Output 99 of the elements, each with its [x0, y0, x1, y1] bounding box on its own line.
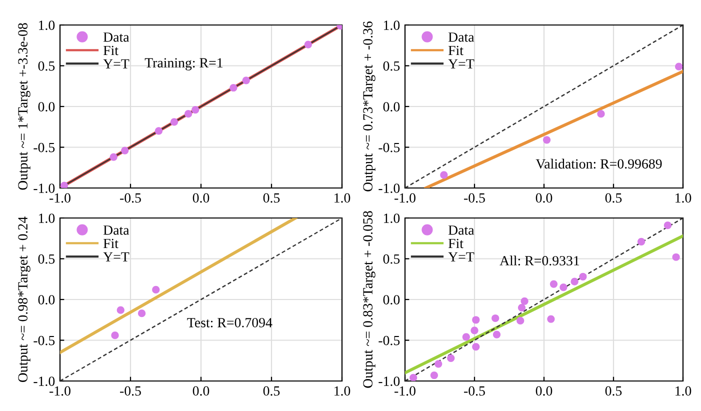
x-tick-label: 1.0 — [334, 193, 350, 203]
y-tick-label: -0.5 — [34, 142, 55, 152]
annotation: Test: R=0.7094 — [187, 318, 272, 328]
annotation: Validation: R=0.99689 — [536, 158, 662, 169]
y-tick-label: -1.0 — [34, 376, 55, 386]
x-tick-label: 1.0 — [334, 386, 350, 396]
point — [675, 62, 683, 70]
y-tick-label: -1.0 — [378, 376, 400, 386]
x-tick-label: -1.0 — [394, 386, 416, 396]
x-tick-label: -1.0 — [394, 193, 416, 203]
point — [410, 374, 418, 381]
point — [184, 110, 192, 118]
legend-label: Fit — [448, 46, 464, 56]
point — [138, 310, 146, 318]
point — [492, 314, 500, 322]
x-tick-label: 0.5 — [263, 193, 280, 203]
point — [192, 106, 200, 114]
point — [542, 136, 551, 144]
point — [242, 76, 250, 84]
point — [547, 315, 555, 323]
point — [430, 371, 438, 380]
point — [579, 272, 587, 280]
point — [470, 326, 478, 334]
legend-label: Y=T — [103, 252, 130, 262]
point — [520, 297, 528, 305]
point — [170, 118, 178, 126]
y-tick-label: -0.5 — [378, 142, 400, 152]
point — [434, 360, 442, 368]
x-tick-label: 0.0 — [536, 386, 552, 396]
x-tick-label: -0.5 — [464, 386, 485, 396]
y-axis-title: Output ~= 0.98*Target + 0.24 — [18, 216, 30, 382]
point — [152, 286, 160, 294]
point — [637, 238, 646, 246]
y-axis-title: Output ~= 0.83*Target + -0.058 — [363, 211, 376, 388]
point — [664, 222, 672, 230]
y-tick-label: 0.5 — [38, 61, 55, 71]
legend-label: Data — [103, 32, 130, 42]
x-tick-label: -1.0 — [50, 386, 70, 396]
y-tick-label: -1.0 — [378, 184, 400, 194]
y-tick-label: 1.0 — [39, 214, 55, 224]
point — [111, 332, 119, 340]
y-tick-label: 1.0 — [39, 20, 55, 30]
point — [230, 84, 238, 92]
y-tick-label: 0.0 — [38, 295, 55, 305]
point — [492, 330, 501, 338]
x-tick-label: -0.5 — [464, 193, 485, 203]
point — [560, 283, 568, 292]
point — [110, 153, 118, 161]
y-tick-label: 0.5 — [38, 254, 55, 264]
y-tick-label: 0.0 — [383, 295, 400, 305]
x-tick-label: 0.5 — [605, 193, 622, 203]
legend-label: Y=T — [448, 252, 474, 262]
y-tick-label: -1.0 — [34, 184, 55, 194]
point — [472, 342, 480, 351]
legend-label: Fit — [103, 238, 118, 248]
point — [116, 306, 124, 314]
point — [472, 316, 480, 324]
legend-label: Data — [448, 32, 474, 42]
point — [304, 40, 312, 48]
x-tick-label: 0.0 — [536, 193, 552, 203]
y-tick-label: 1.0 — [384, 214, 400, 224]
legend-label: Fit — [448, 238, 464, 248]
x-tick-label: 0.0 — [192, 386, 210, 396]
annotation: Training: R=1 — [144, 58, 222, 70]
point — [462, 333, 470, 341]
y-axis-title: Output ~= 1*Target +-3.3e-08 — [18, 23, 30, 190]
point — [516, 316, 524, 324]
y-tick-label: -0.5 — [34, 336, 55, 346]
y-tick-label: 0.0 — [38, 102, 55, 112]
point — [440, 171, 448, 179]
point — [447, 354, 455, 362]
y-tick-label: 0.5 — [383, 254, 400, 264]
x-tick-label: 0.5 — [263, 386, 280, 396]
legend-label: Y=T — [103, 59, 130, 68]
y-tick-label: 1.0 — [384, 20, 400, 30]
point — [121, 146, 129, 154]
y-tick-label: 0.5 — [383, 61, 400, 71]
x-tick-label: 1.0 — [676, 386, 692, 396]
y-axis-title: Output ~= 0.73*Target + -0.36 — [363, 21, 376, 192]
point — [518, 304, 526, 312]
x-tick-label: -1.0 — [50, 193, 70, 203]
legend-label: Fit — [103, 46, 118, 56]
point — [550, 280, 558, 288]
annotation: All: R=0.9331 — [500, 256, 580, 266]
x-tick-label: 0.5 — [605, 386, 622, 396]
x-tick-label: 0.0 — [192, 193, 210, 203]
legend-label: Data — [448, 226, 474, 235]
x-tick-label: 1.0 — [676, 193, 692, 203]
point — [60, 182, 68, 188]
point — [597, 110, 605, 118]
point — [672, 253, 680, 261]
point — [570, 278, 578, 286]
legend-label: Y=T — [448, 59, 474, 68]
legend-label: Data — [103, 226, 130, 235]
y-tick-label: 0.0 — [383, 102, 400, 112]
point — [154, 127, 163, 135]
y-tick-label: -0.5 — [378, 336, 400, 346]
x-tick-label: -0.5 — [120, 193, 141, 203]
x-tick-label: -0.5 — [120, 386, 141, 396]
